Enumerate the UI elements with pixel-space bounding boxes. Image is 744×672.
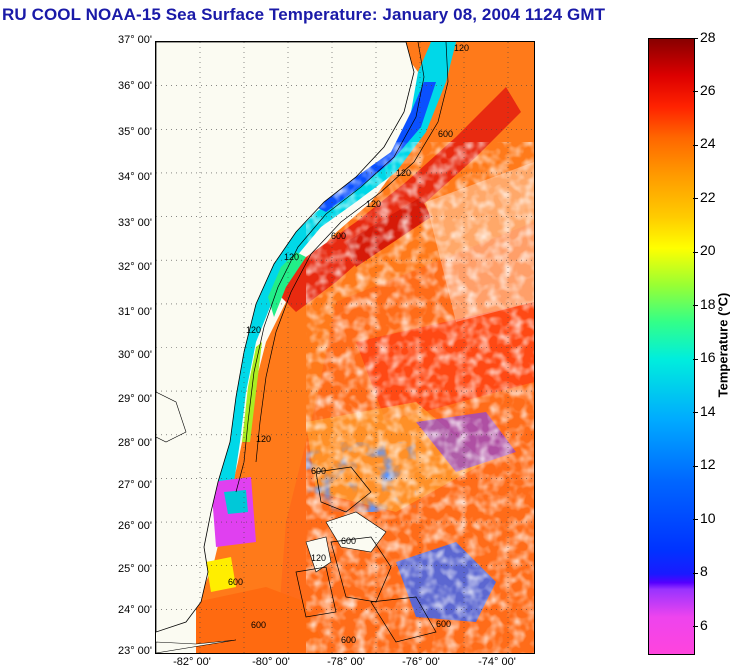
lon-label: -82° 00' [173, 656, 211, 668]
colorbar-tick: 18 [700, 296, 716, 312]
lat-label: 33° 00' [117, 217, 152, 229]
svg-text:600: 600 [251, 620, 266, 630]
svg-text:120: 120 [284, 252, 299, 262]
lat-label: 24° 00' [117, 604, 152, 616]
lon-label: -80° 00' [252, 656, 290, 668]
svg-text:600: 600 [438, 129, 453, 139]
sst-map: 120 600 120 120 600 120 120 120 600 600 … [155, 41, 535, 654]
temperature-colorbar [648, 38, 695, 655]
svg-text:120: 120 [311, 553, 326, 563]
colorbar-tick-mark [693, 145, 698, 146]
colorbar-tick-mark [693, 412, 698, 413]
colorbar-tick: 22 [700, 189, 716, 205]
lat-label: 32° 00' [117, 261, 152, 273]
svg-text:120: 120 [366, 199, 381, 209]
svg-text:120: 120 [256, 434, 271, 444]
colorbar-tick: 6 [700, 617, 708, 633]
colorbar-tick: 28 [700, 29, 716, 45]
lat-label: 26° 00' [117, 520, 152, 532]
svg-text:600: 600 [436, 619, 451, 629]
svg-text:600: 600 [331, 231, 346, 241]
lat-label: 35° 00' [117, 126, 152, 138]
lat-label: 31° 00' [117, 306, 152, 318]
colorbar-tick: 8 [700, 563, 708, 579]
colorbar-tick: 16 [700, 349, 716, 365]
colorbar-label: Temperature (°C) [715, 292, 731, 398]
lat-label: 23° 00' [117, 645, 152, 657]
colorbar-tick-mark [693, 573, 698, 574]
svg-text:120: 120 [454, 43, 469, 53]
lat-label: 36° 00' [117, 80, 152, 92]
colorbar-tick: 10 [700, 510, 716, 526]
svg-text:600: 600 [341, 536, 356, 546]
colorbar-tick-mark [693, 305, 698, 306]
colorbar-tick-mark [693, 38, 698, 39]
colorbar-tick-mark [693, 198, 698, 199]
lon-label: -74° 00' [478, 656, 516, 668]
colorbar-tick-mark [693, 91, 698, 92]
graticule [156, 42, 534, 653]
map-title: RU COOL NOAA-15 Sea Surface Temperature:… [2, 5, 606, 24]
colorbar-tick: 14 [700, 403, 716, 419]
colorbar-tick: 20 [700, 242, 716, 258]
colorbar-tick: 12 [700, 456, 716, 472]
lat-label: 34° 00' [117, 171, 152, 183]
colorbar-tick-mark [693, 359, 698, 360]
svg-text:120: 120 [246, 325, 261, 335]
colorbar-tick-mark [693, 466, 698, 467]
svg-text:600: 600 [228, 577, 243, 587]
svg-text:600: 600 [341, 635, 356, 645]
lat-label: 30° 00' [117, 349, 152, 361]
colorbar-tick: 24 [700, 135, 716, 151]
lat-label: 28° 00' [117, 437, 152, 449]
lon-label: -76° 00' [402, 656, 440, 668]
lon-label: -78° 00' [327, 656, 365, 668]
colorbar-tick-mark [693, 519, 698, 520]
svg-text:600: 600 [311, 466, 326, 476]
sst-map-svg: 120 600 120 120 600 120 120 120 600 600 … [156, 42, 534, 653]
lat-label: 27° 00' [117, 479, 152, 491]
lat-label: 25° 00' [117, 563, 152, 575]
isobath-contours [235, 42, 449, 643]
colorbar-tick-mark [693, 626, 698, 627]
colorbar-tick-mark [693, 252, 698, 253]
lat-label: 29° 00' [117, 393, 152, 405]
colorbar-tick: 26 [700, 82, 716, 98]
svg-text:120: 120 [396, 168, 411, 178]
isobath-labels: 120 600 120 120 600 120 120 120 600 600 … [228, 43, 469, 645]
lat-label: 37° 00' [117, 34, 152, 46]
